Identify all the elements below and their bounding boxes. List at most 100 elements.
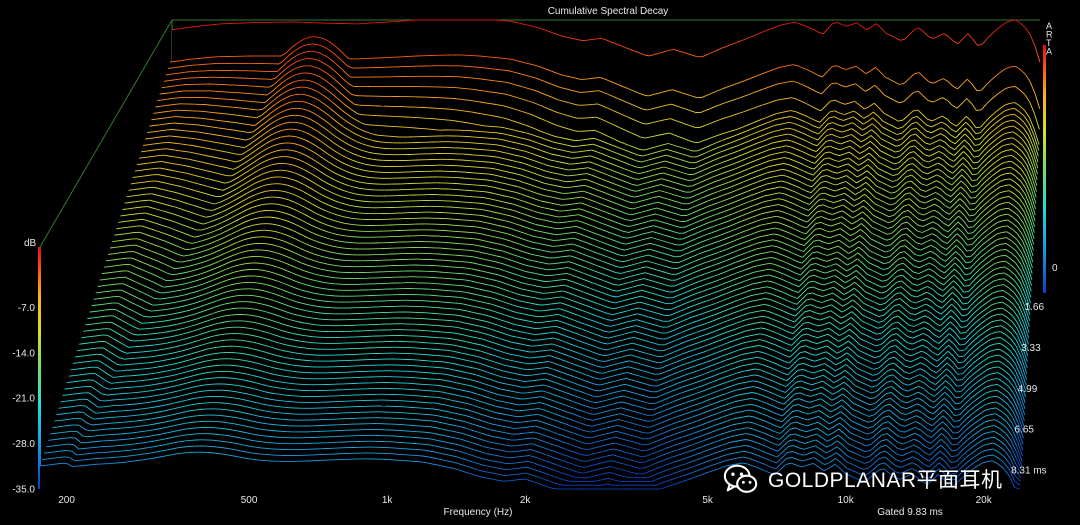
slice-segment bbox=[850, 83, 856, 86]
slice-segment bbox=[564, 232, 570, 235]
slice-segment bbox=[1008, 131, 1014, 134]
slice-segment bbox=[867, 123, 873, 128]
slice-segment bbox=[934, 139, 941, 143]
slice-segment bbox=[772, 83, 779, 87]
surface bbox=[39, 19, 1041, 490]
slice-segment bbox=[865, 135, 872, 140]
slice-segment bbox=[246, 116, 252, 118]
slice-segment bbox=[750, 34, 756, 38]
slice-segment bbox=[293, 66, 299, 71]
slice-segment bbox=[647, 108, 653, 111]
slice-segment bbox=[1003, 132, 1009, 135]
slice-segment bbox=[959, 133, 966, 140]
slice-segment bbox=[758, 134, 765, 138]
slice-segment bbox=[712, 134, 719, 138]
slice-segment bbox=[1028, 123, 1035, 136]
slice-segment bbox=[559, 136, 565, 139]
slice-segment bbox=[346, 65, 353, 69]
slice-segment bbox=[994, 119, 1000, 125]
slice-segment bbox=[927, 118, 933, 122]
slice-segment bbox=[849, 110, 855, 114]
slice-segment bbox=[1005, 66, 1011, 69]
slice-segment bbox=[911, 121, 917, 125]
slice-segment bbox=[702, 54, 708, 58]
slice-segment bbox=[222, 113, 228, 115]
slice-segment bbox=[773, 67, 779, 70]
slice-segment bbox=[902, 115, 909, 121]
slice-segment bbox=[487, 102, 493, 105]
slice-segment bbox=[560, 126, 567, 129]
slice-segment bbox=[328, 90, 334, 96]
slice-segment bbox=[621, 113, 627, 117]
slice-segment bbox=[544, 93, 550, 97]
slice-segment bbox=[297, 65, 304, 68]
slice-segment bbox=[852, 122, 858, 127]
slice-segment bbox=[957, 83, 963, 90]
slice-segment bbox=[938, 33, 944, 37]
slice-segment bbox=[866, 26, 872, 31]
slice-segment bbox=[576, 38, 583, 41]
slice-segment bbox=[601, 37, 607, 41]
slice-segment bbox=[458, 98, 464, 101]
slice-segment bbox=[278, 75, 284, 81]
slice-segment bbox=[961, 115, 967, 122]
slice-segment bbox=[349, 223, 356, 226]
slice-segment bbox=[523, 99, 529, 102]
slice-segment bbox=[485, 79, 491, 81]
slice-segment bbox=[158, 111, 164, 114]
slice-segment bbox=[543, 28, 549, 32]
slice-segment bbox=[1015, 19, 1021, 24]
slice-segment bbox=[501, 116, 507, 120]
slice-segment bbox=[557, 112, 563, 115]
slice-segment bbox=[558, 142, 564, 145]
slice-segment bbox=[687, 53, 693, 56]
slice-segment bbox=[343, 53, 350, 60]
slice-segment bbox=[676, 151, 682, 155]
slice-segment bbox=[707, 52, 713, 56]
slice-segment bbox=[938, 78, 944, 82]
slice-segment bbox=[614, 138, 620, 143]
slice-segment bbox=[679, 165, 685, 168]
slice-segment bbox=[130, 213, 136, 216]
slice-segment bbox=[639, 136, 646, 139]
slice-segment bbox=[1034, 93, 1041, 109]
slice-segment bbox=[907, 110, 914, 116]
slice-segment bbox=[281, 62, 288, 68]
slice-segment bbox=[709, 159, 715, 163]
slice-segment bbox=[558, 99, 564, 102]
slice-segment bbox=[496, 116, 502, 118]
slice-segment bbox=[295, 40, 301, 45]
slice-segment bbox=[469, 88, 475, 91]
slice-segment bbox=[500, 81, 506, 83]
slice-segment bbox=[371, 164, 377, 167]
slice-segment bbox=[508, 94, 514, 98]
slice-segment bbox=[578, 167, 584, 170]
slice-segment bbox=[816, 140, 823, 147]
slice-segment bbox=[538, 27, 544, 30]
slice-segment bbox=[164, 92, 170, 94]
slice-segment bbox=[842, 124, 848, 127]
slice-segment bbox=[697, 148, 703, 152]
slice-segment bbox=[675, 157, 681, 161]
slice-segment bbox=[555, 85, 561, 88]
slice-segment bbox=[675, 119, 681, 123]
slice-segment bbox=[864, 88, 871, 92]
slice-segment bbox=[296, 72, 302, 75]
slice-segment bbox=[859, 104, 865, 110]
slice-segment bbox=[215, 23, 221, 25]
slice-segment bbox=[515, 121, 521, 125]
slice-segment bbox=[478, 101, 484, 103]
slice-segment bbox=[541, 67, 547, 70]
slice-segment bbox=[956, 120, 962, 127]
slice-segment bbox=[687, 149, 693, 152]
slice-segment bbox=[741, 130, 747, 134]
slice-segment bbox=[597, 103, 603, 107]
slice-segment bbox=[738, 111, 744, 115]
slice-segment bbox=[564, 138, 570, 140]
slice-segment bbox=[509, 128, 515, 131]
slice-segment bbox=[545, 132, 551, 136]
slice-segment bbox=[919, 27, 925, 33]
slice-segment bbox=[857, 120, 864, 125]
slice-segment bbox=[808, 26, 814, 31]
